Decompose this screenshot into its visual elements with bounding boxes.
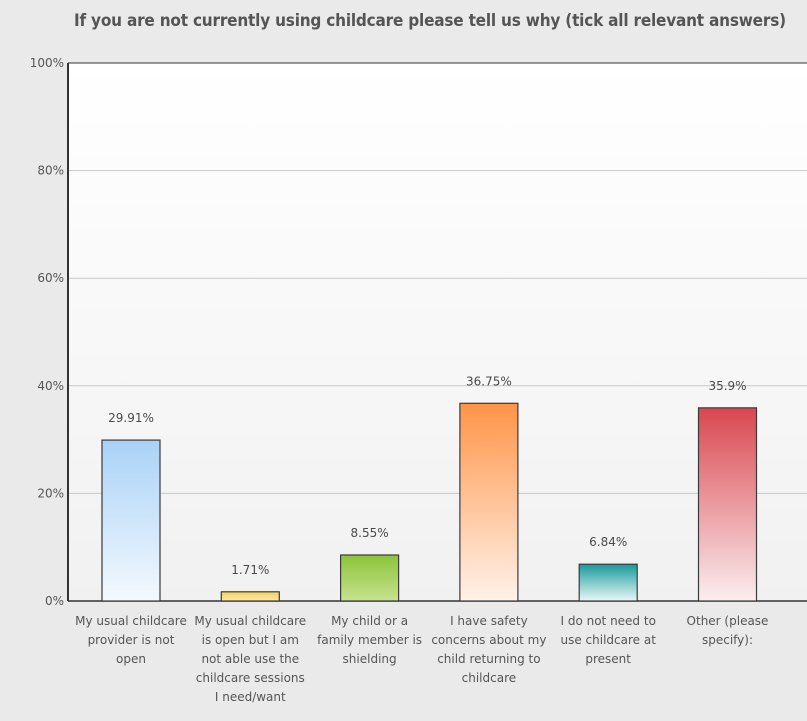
y-tick-label: 20% bbox=[37, 486, 64, 500]
y-tick-label: 60% bbox=[37, 271, 64, 285]
x-tick-label: My child or a family member is shielding bbox=[317, 614, 422, 666]
bar bbox=[578, 563, 638, 602]
bar bbox=[459, 402, 519, 602]
bar bbox=[340, 554, 400, 602]
plot-area bbox=[68, 63, 807, 601]
x-tick-label-line: I have safety bbox=[450, 614, 528, 628]
x-tick-label: My usual childcare provider is not open bbox=[75, 614, 187, 666]
data-label: 35.9% bbox=[708, 379, 746, 393]
x-tick-label-line: is open but I am bbox=[202, 633, 299, 647]
x-tick-label-line: not able use the bbox=[201, 652, 299, 666]
chart-title: If you are not currently using childcare… bbox=[74, 11, 786, 31]
x-tick-label-line: use childcare at bbox=[560, 633, 656, 647]
x-tick-label-line: I do not need to bbox=[560, 614, 655, 628]
data-label: 29.91% bbox=[108, 411, 154, 425]
data-label: 36.75% bbox=[466, 374, 512, 388]
x-tick-label-line: family member is bbox=[317, 633, 422, 647]
y-tick-label: 40% bbox=[37, 379, 64, 393]
x-tick-label-line: childcare sessions bbox=[196, 671, 305, 685]
x-tick-label-line: open bbox=[116, 652, 146, 666]
x-tick-label-line: specify): bbox=[702, 633, 753, 647]
bar bbox=[220, 591, 280, 602]
x-tick-label-line: shielding bbox=[343, 652, 397, 666]
y-tick-label: 0% bbox=[45, 594, 64, 608]
data-label: 1.71% bbox=[231, 563, 269, 577]
x-tick-label-line: My usual childcare bbox=[194, 614, 306, 628]
x-tick-label: I have safety concerns about my child retu… bbox=[431, 614, 546, 685]
x-tick-label-line: My child or a bbox=[331, 614, 408, 628]
data-label: 6.84% bbox=[589, 535, 627, 549]
x-tick-label-line: I need/want bbox=[215, 690, 286, 704]
x-tick-label-line: My usual childcare bbox=[75, 614, 187, 628]
x-tick-label-line: childcare bbox=[462, 671, 517, 685]
x-tick-label: I do not need to use childcare at present bbox=[560, 614, 656, 666]
x-tick-label-line: present bbox=[585, 652, 631, 666]
x-tick-label: My usual childcare is open but I am not ab… bbox=[194, 614, 306, 704]
x-tick-label-line: provider is not bbox=[88, 633, 175, 647]
x-tick-label-line: child returning to bbox=[437, 652, 540, 666]
x-tick-label: Other (please specify): bbox=[687, 614, 769, 647]
bar bbox=[697, 407, 758, 602]
y-tick-label: 100% bbox=[30, 56, 64, 70]
x-tick-label-line: Other (please bbox=[687, 614, 769, 628]
y-tick-label: 80% bbox=[37, 164, 64, 178]
data-label: 8.55% bbox=[351, 526, 389, 540]
x-tick-label-line: concerns about my bbox=[431, 633, 546, 647]
bar bbox=[101, 439, 161, 602]
